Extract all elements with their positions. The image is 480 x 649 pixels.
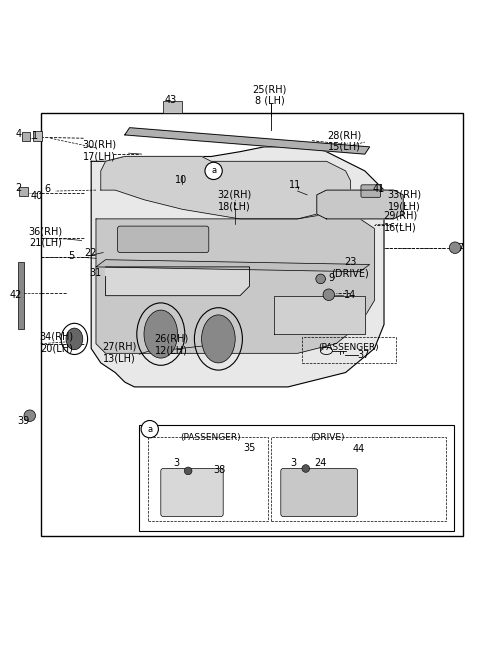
Circle shape xyxy=(302,465,310,472)
Text: 30(RH)
17(LH): 30(RH) 17(LH) xyxy=(83,140,117,162)
Text: 33(RH)
19(LH): 33(RH) 19(LH) xyxy=(387,190,421,212)
Bar xyxy=(41,114,463,535)
Text: 44: 44 xyxy=(353,445,365,454)
Text: 3: 3 xyxy=(291,458,297,468)
Text: 39: 39 xyxy=(17,415,29,426)
Text: 23
(DRIVE): 23 (DRIVE) xyxy=(332,257,369,278)
Text: 27(RH)
13(LH): 27(RH) 13(LH) xyxy=(102,341,136,363)
Bar xyxy=(139,425,454,531)
Circle shape xyxy=(205,162,222,180)
Circle shape xyxy=(184,467,192,474)
Text: 40: 40 xyxy=(30,191,43,201)
Polygon shape xyxy=(274,296,365,334)
Text: 2: 2 xyxy=(15,183,22,193)
Text: 4: 4 xyxy=(15,129,21,139)
Text: 32(RH)
18(LH): 32(RH) 18(LH) xyxy=(217,190,252,212)
Text: 10: 10 xyxy=(175,175,188,184)
Bar xyxy=(18,262,24,329)
Polygon shape xyxy=(125,128,370,154)
Text: 1: 1 xyxy=(32,131,38,141)
Polygon shape xyxy=(106,267,250,296)
Text: 37: 37 xyxy=(357,350,370,360)
Text: 43: 43 xyxy=(164,95,177,105)
Text: 34(RH)
20(LH): 34(RH) 20(LH) xyxy=(39,332,74,354)
Text: 22: 22 xyxy=(84,249,96,258)
FancyBboxPatch shape xyxy=(281,469,358,517)
Text: 42: 42 xyxy=(9,289,22,300)
Text: (PASSENGER): (PASSENGER) xyxy=(180,433,240,442)
Circle shape xyxy=(323,289,335,300)
Text: (PASSENGER): (PASSENGER) xyxy=(318,343,379,352)
Bar xyxy=(19,187,28,196)
Text: 26(RH)
12(LH): 26(RH) 12(LH) xyxy=(155,334,189,356)
Text: (DRIVE): (DRIVE) xyxy=(310,433,345,442)
Text: 28(RH)
15(LH): 28(RH) 15(LH) xyxy=(327,130,362,152)
Text: 5: 5 xyxy=(68,251,74,262)
Circle shape xyxy=(449,242,461,254)
Text: 3: 3 xyxy=(174,458,180,468)
Text: 31: 31 xyxy=(89,267,101,278)
Text: a: a xyxy=(147,424,152,434)
FancyBboxPatch shape xyxy=(161,469,223,517)
Text: 7: 7 xyxy=(457,243,464,252)
Polygon shape xyxy=(96,260,370,272)
Text: 11: 11 xyxy=(289,180,301,190)
FancyBboxPatch shape xyxy=(118,226,209,252)
Circle shape xyxy=(316,274,325,284)
Bar xyxy=(163,101,182,114)
Polygon shape xyxy=(317,190,403,219)
Bar xyxy=(148,437,268,521)
Text: 25(RH)
8 (LH): 25(RH) 8 (LH) xyxy=(252,84,287,106)
Text: 9: 9 xyxy=(328,273,334,284)
Text: 35: 35 xyxy=(243,443,256,453)
Ellipse shape xyxy=(144,310,178,358)
Text: a: a xyxy=(211,166,216,175)
Circle shape xyxy=(141,421,158,438)
Ellipse shape xyxy=(66,328,83,350)
Bar xyxy=(33,130,42,141)
Text: 24: 24 xyxy=(314,458,327,468)
Bar xyxy=(302,336,396,363)
FancyBboxPatch shape xyxy=(361,185,381,197)
Text: 14: 14 xyxy=(344,289,357,300)
Ellipse shape xyxy=(202,315,235,363)
Text: 29(RH)
16(LH): 29(RH) 16(LH) xyxy=(384,211,418,232)
Circle shape xyxy=(24,410,36,421)
Text: 38: 38 xyxy=(214,465,226,476)
Text: 6: 6 xyxy=(44,184,50,194)
Polygon shape xyxy=(96,209,374,353)
Polygon shape xyxy=(91,147,384,387)
Bar xyxy=(271,437,446,521)
Bar xyxy=(22,132,30,141)
Text: 36(RH)
21(LH): 36(RH) 21(LH) xyxy=(28,227,63,248)
Polygon shape xyxy=(101,156,350,219)
Text: 41: 41 xyxy=(372,184,384,194)
